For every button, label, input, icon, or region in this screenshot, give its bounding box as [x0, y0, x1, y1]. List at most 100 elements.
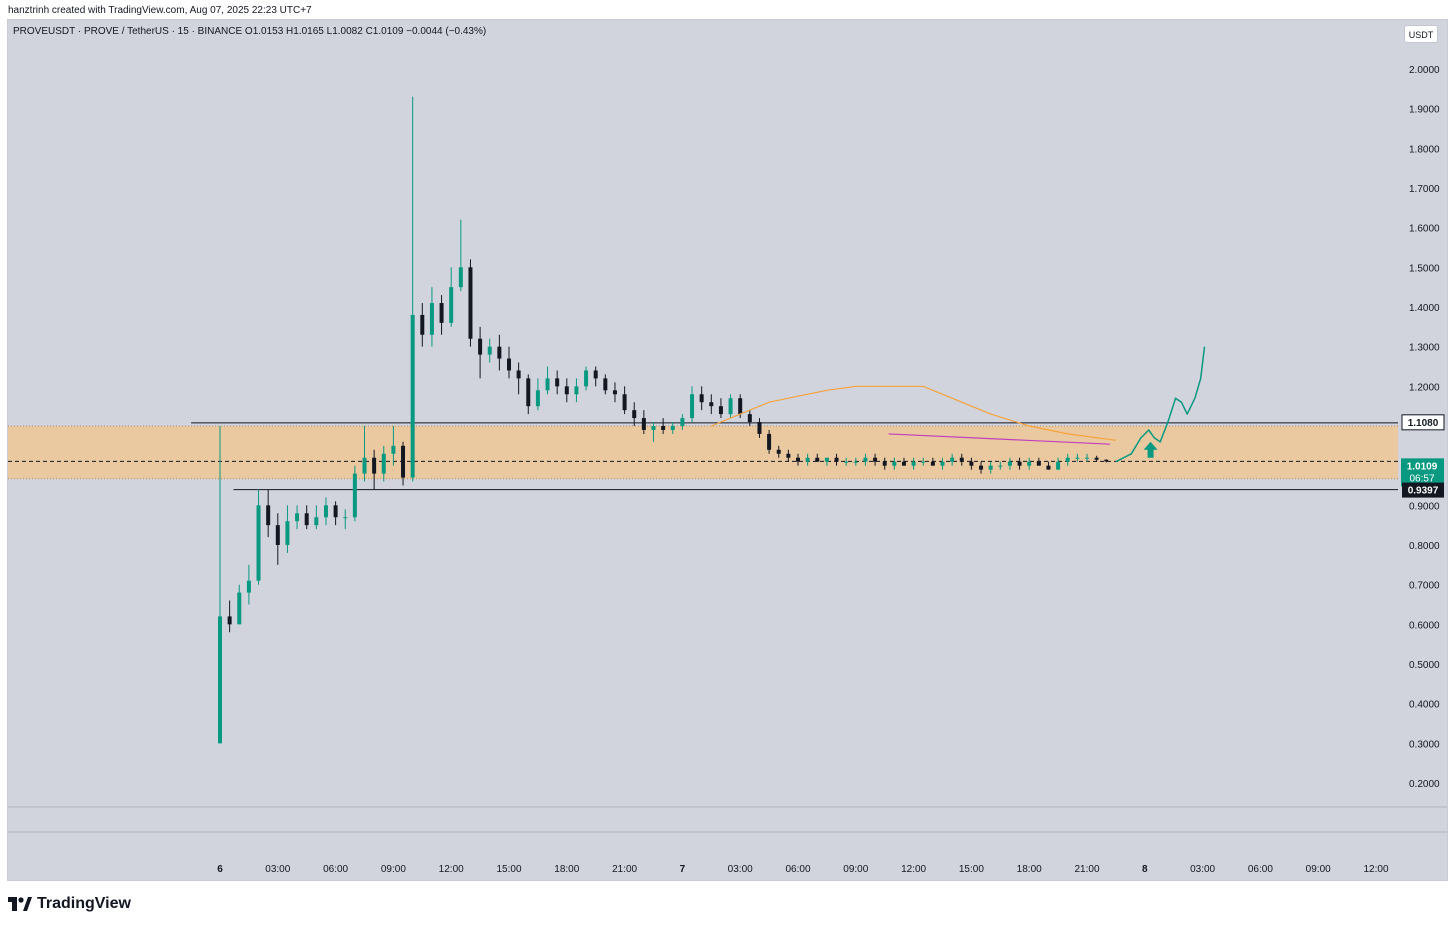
y-tick-label: 1.6000 — [1409, 224, 1440, 235]
candle-body — [612, 390, 617, 395]
candle — [921, 457, 926, 466]
candle-body — [1056, 461, 1061, 470]
descending-trendline — [888, 433, 1111, 445]
support-zone — [8, 426, 1398, 479]
x-tick-label: 09:00 — [381, 864, 406, 875]
current-price-label: 1.0109 — [1407, 461, 1438, 472]
x-tick-label: 7 — [680, 864, 686, 875]
candle-body — [555, 378, 560, 387]
candle — [266, 489, 271, 538]
y-tick-label: 1.5000 — [1409, 263, 1440, 274]
x-tick-label: 21:00 — [1074, 864, 1099, 875]
candle — [1065, 453, 1070, 466]
candle — [343, 509, 348, 530]
candle — [834, 453, 839, 466]
candle-body — [420, 314, 425, 335]
candle — [757, 418, 762, 438]
price-level-label: 1.1080 — [1408, 418, 1439, 429]
candle-body — [478, 338, 483, 355]
candle-body — [304, 513, 309, 526]
candle-body — [757, 422, 762, 434]
candle-body — [632, 410, 637, 419]
symbol-legend: PROVEUSDT · PROVE / TetherUS · 15 · BINA… — [13, 26, 487, 37]
candle-body — [410, 314, 415, 478]
candle — [333, 501, 338, 526]
candle-body — [285, 521, 290, 545]
x-tick-label: 18:00 — [1017, 864, 1042, 875]
candle-body — [709, 402, 714, 407]
candle — [844, 457, 849, 466]
candle-body — [738, 398, 743, 415]
candle-body — [333, 505, 338, 518]
candle — [767, 429, 772, 454]
candle — [892, 457, 897, 470]
price-axis: 2.0000 1.9000 1.8000 1.7000 1.6000 1.5000 1.40… — [1409, 65, 1440, 790]
overlays-layer — [711, 346, 1206, 463]
candle-body — [1007, 461, 1012, 466]
candle-body — [439, 303, 444, 323]
candle-body — [218, 616, 222, 744]
candle-body — [651, 426, 656, 430]
creator-credit: hanztrinh created with TradingView.com, … — [8, 5, 312, 16]
y-tick-label: 0.2000 — [1409, 779, 1440, 790]
candle-body — [834, 457, 839, 462]
candle-body — [1085, 457, 1089, 459]
candle — [718, 398, 723, 419]
candle — [1046, 461, 1051, 470]
x-tick-label: 03:00 — [1190, 864, 1215, 875]
candle-body — [950, 457, 955, 462]
candle — [285, 505, 290, 553]
candle — [728, 394, 733, 419]
candle-body — [1046, 465, 1051, 470]
countdown-label: 06:57 — [1409, 473, 1434, 484]
y-tick-label: 0.4000 — [1409, 700, 1440, 711]
candle-body — [593, 370, 598, 379]
candle — [381, 445, 386, 482]
tradingview-logo-text: TradingView — [37, 895, 131, 912]
candle-body — [824, 457, 829, 462]
candle-body — [372, 457, 377, 474]
y-tick-label: 1.7000 — [1409, 184, 1440, 195]
x-tick-label: 06:00 — [785, 864, 810, 875]
candle — [1007, 457, 1012, 470]
candle — [786, 449, 791, 462]
projection-path — [1115, 346, 1206, 463]
candle-body — [805, 457, 810, 462]
candle — [545, 366, 550, 395]
candle-body — [362, 457, 367, 474]
currency-button[interactable]: USDT — [1404, 25, 1438, 43]
price-level-badge — [1402, 482, 1444, 498]
candle — [304, 505, 309, 530]
candle — [979, 461, 984, 474]
x-tick-label: 21:00 — [612, 864, 637, 875]
candle — [651, 422, 656, 442]
candle — [227, 600, 232, 633]
candle — [969, 457, 974, 470]
candle — [632, 402, 637, 426]
candle — [1036, 457, 1041, 466]
candle-body — [227, 616, 232, 625]
candle-body — [1065, 457, 1070, 462]
candle-body — [497, 346, 502, 359]
candle — [1094, 455, 1099, 462]
tradingview-logo[interactable]: TradingView — [8, 895, 131, 913]
support-zone-layer — [8, 425, 1398, 480]
price-level-label: 0.9397 — [1408, 486, 1439, 497]
x-tick-label: 8 — [1142, 864, 1148, 875]
candle — [690, 386, 695, 423]
candle — [507, 346, 511, 379]
candle-body — [574, 386, 579, 395]
candle-body — [487, 346, 492, 355]
candle-body — [314, 517, 319, 526]
candle-body — [882, 461, 887, 466]
candle — [940, 457, 945, 470]
x-tick-label: 12:00 — [439, 864, 464, 875]
candles-layer — [218, 96, 1109, 744]
candle — [526, 374, 531, 415]
candle — [237, 584, 242, 625]
candle — [449, 267, 454, 327]
moving-average-line — [711, 385, 1116, 441]
candle-body — [622, 394, 627, 411]
candle-body — [1104, 459, 1109, 462]
